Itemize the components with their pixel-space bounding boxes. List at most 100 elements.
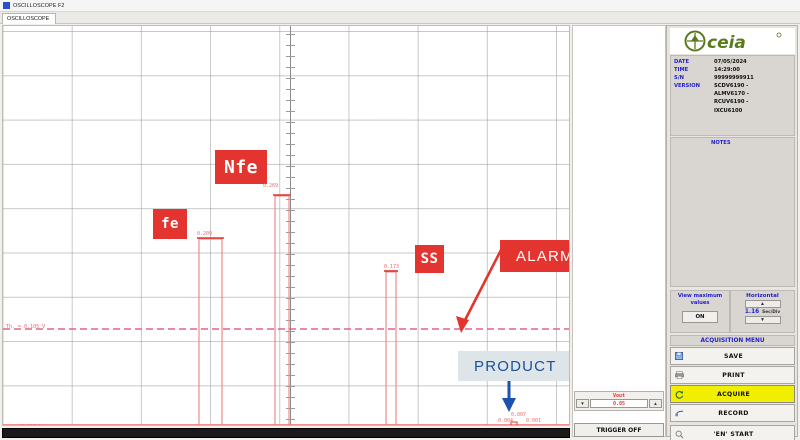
axis-tick: [286, 210, 295, 211]
horizontal-label: Horizontal: [746, 293, 779, 299]
info-value-time: 14:29:00: [714, 67, 740, 74]
view-maximum-values-control: View maximum values ON: [670, 290, 730, 333]
axis-tick: [286, 276, 295, 277]
info-row: RCUV6190 -: [674, 98, 791, 106]
tab-oscilloscope[interactable]: OSCILLOSCOPE: [2, 13, 57, 24]
axis-tick: [286, 100, 295, 101]
menu-item-acquire[interactable]: ACQUIRE: [670, 385, 795, 403]
view-max-line-1: View maximum: [677, 293, 723, 299]
info-key-sn: S/N: [674, 75, 684, 82]
trigger-button[interactable]: TRIGGER OFF: [574, 423, 664, 437]
axis-tick: [286, 56, 295, 57]
printer-icon: [671, 367, 687, 383]
menu-item-save[interactable]: SAVE: [670, 347, 795, 365]
device-info-panel: DATE 07/05/2024 TIME 14:29:00 S/N 999999…: [670, 55, 795, 136]
axis-tick: [286, 320, 295, 321]
axis-tick: [286, 67, 295, 68]
peak-label-fe: fe: [153, 209, 187, 239]
axis-tick: [286, 78, 295, 79]
horizontal-up-button[interactable]: ▲: [744, 300, 781, 308]
view-max-line-2: values: [690, 300, 710, 306]
app-icon: [3, 2, 10, 9]
menu-item-en-start[interactable]: 'EN' START: [670, 425, 795, 440]
cursor-readout-1: 0.007: [511, 412, 527, 418]
info-row: IXCU6100: [674, 107, 791, 115]
menu-label-print: PRINT: [722, 371, 745, 379]
vout-decrease-button[interactable]: ▼: [576, 399, 589, 408]
horizontal-down-button[interactable]: ▼: [744, 316, 781, 324]
horizontal-value-row: 1.16 Sec/Div: [731, 309, 794, 315]
product-arrow-icon: [502, 376, 516, 412]
floppy-disk-icon: [671, 348, 687, 364]
info-key-version: VERSION: [674, 83, 700, 90]
brand-logo: ceia: [670, 28, 795, 54]
window-titlebar: OSCILLOSCOPE F2: [0, 0, 800, 12]
info-value-version-2: ALMV6170 -: [714, 91, 749, 98]
side-info-panel: [572, 25, 666, 437]
info-row: TIME 14:29:00: [674, 66, 791, 74]
horizontal-value: 1.16: [744, 309, 760, 315]
axis-tick: [286, 265, 295, 266]
info-row: ALMV6170 -: [674, 90, 791, 98]
axis-tick: [286, 353, 295, 354]
axis-tick: [286, 177, 295, 178]
axis-tick: [286, 199, 295, 200]
axis-tick: [286, 122, 295, 123]
axis-tick: [286, 155, 295, 156]
axis-tick: [286, 375, 295, 376]
menu-item-record[interactable]: RECORD: [670, 404, 795, 422]
menu-item-print[interactable]: PRINT: [670, 366, 795, 384]
axis-tick: [286, 287, 295, 288]
axis-tick: [286, 166, 295, 167]
axis-tick: [286, 298, 295, 299]
axis-tick: [286, 188, 295, 189]
axis-tick: [286, 419, 295, 420]
info-row: DATE 07/05/2024: [674, 58, 791, 66]
window-title: OSCILLOSCOPE F2: [13, 2, 65, 9]
control-row: View maximum values ON Horizontal ▲ 1.16…: [670, 290, 795, 333]
threshold-label: Th. = 0.105 V: [6, 324, 46, 330]
axis-tick: [286, 397, 295, 398]
cursor-readout-2: 0.004: [498, 418, 514, 424]
cursor-readout-3: 0.001: [526, 418, 542, 424]
axis-tick: [286, 254, 295, 255]
tab-strip: OSCILLOSCOPE: [0, 12, 800, 24]
vout-increase-button[interactable]: ▲: [649, 399, 662, 408]
vout-value[interactable]: 0.05: [590, 399, 648, 408]
horizontal-unit: Sec/Div: [762, 309, 781, 315]
axis-tick: [286, 133, 295, 134]
vout-control[interactable]: Vout ▼ 0.05 ▲: [574, 391, 664, 411]
axis-tick: [286, 111, 295, 112]
axis-tick: [286, 221, 295, 222]
ceia-logo-icon: ceia: [684, 30, 781, 52]
menu-label-save: SAVE: [723, 352, 744, 360]
horizontal-control: Horizontal ▲ 1.16 Sec/Div ▼: [730, 290, 795, 333]
scope-bottom-bar: [2, 428, 570, 438]
view-maximum-values-toggle[interactable]: ON: [682, 311, 718, 323]
axis-tick: [286, 386, 295, 387]
axis-tick: [286, 364, 295, 365]
info-value-version: SCDV6190 -: [714, 83, 749, 90]
view-maximum-values-label: View maximum values: [678, 293, 722, 307]
notes-label: NOTES: [711, 140, 731, 146]
peak-value-fe: 0.209: [197, 231, 213, 237]
axis-tick: [286, 408, 295, 409]
axis-tick: [286, 144, 295, 145]
svg-text:ceia: ceia: [707, 33, 746, 52]
info-key-time: TIME: [674, 67, 689, 74]
axis-tick: [286, 232, 295, 233]
waveform-trace: [3, 194, 569, 425]
acquisition-menu-title: ACQUISITION MENU: [670, 335, 795, 346]
axis-tick: [286, 89, 295, 90]
peak-value-nfe: 0.269: [263, 183, 279, 189]
peak-label-nfe: Nfe: [215, 150, 267, 184]
info-value-version-3: RCUV6190 -: [714, 99, 749, 106]
notes-panel[interactable]: NOTES: [670, 137, 795, 287]
axis-tick: [286, 309, 295, 310]
info-row: S/N 99999999911: [674, 74, 791, 82]
info-key-date: DATE: [674, 59, 689, 65]
info-value-sn: 99999999911: [714, 75, 754, 82]
product-callout: PRODUCT: [458, 351, 569, 381]
scope-display[interactable]: fe Nfe SS 0.209 0.269 0.173 0.007 0.004 …: [2, 25, 570, 426]
axis-tick: [286, 342, 295, 343]
